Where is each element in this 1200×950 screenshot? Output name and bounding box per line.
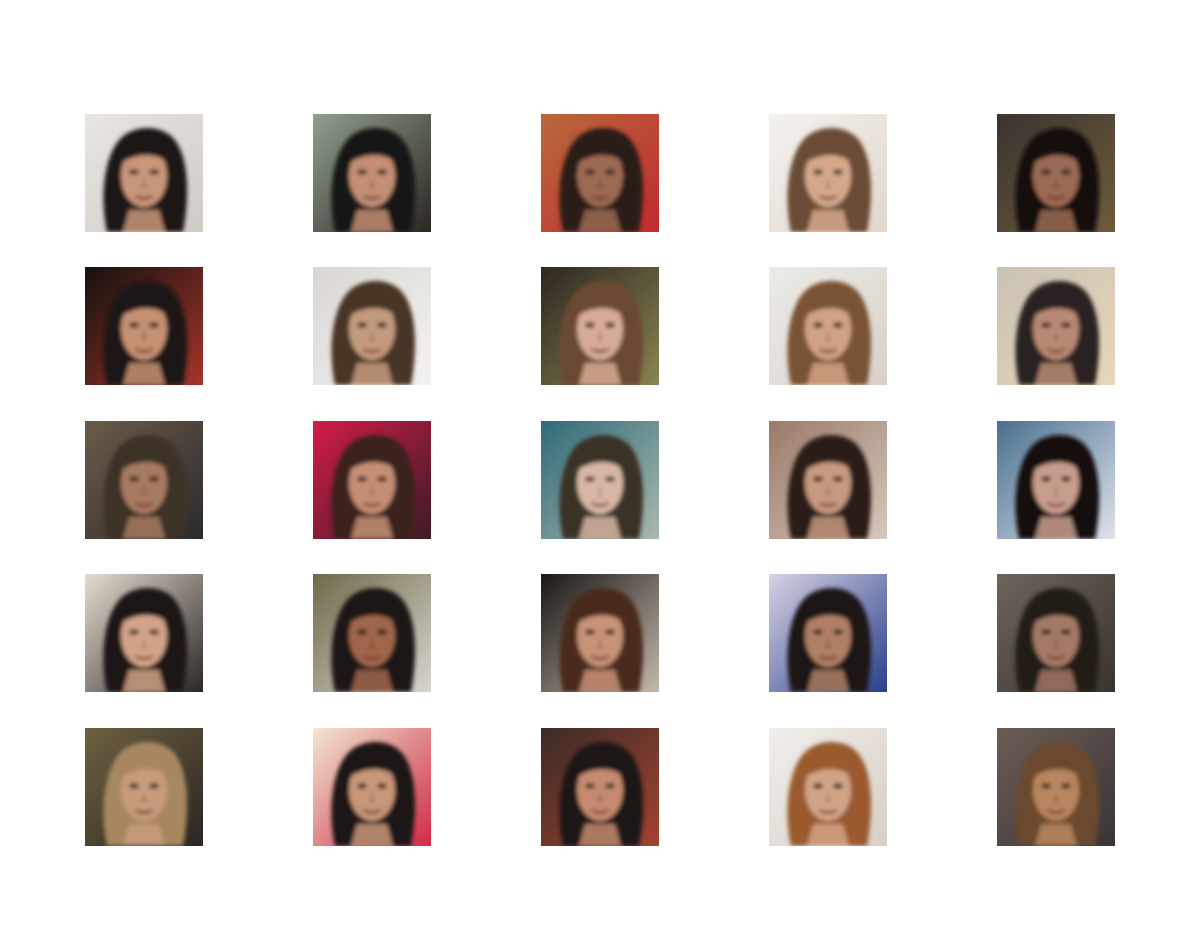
generated-face-image	[541, 728, 659, 846]
generated-face-image	[541, 114, 659, 232]
generated-face-image	[313, 728, 431, 846]
generated-face-image	[85, 421, 203, 539]
generated-face-image	[541, 421, 659, 539]
face-portrait	[541, 267, 659, 385]
generated-face-image	[769, 114, 887, 232]
generated-face-image	[313, 421, 431, 539]
generated-face-image	[85, 114, 203, 232]
face-portrait	[769, 421, 887, 539]
generated-face-image	[997, 114, 1115, 232]
face-portrait	[997, 421, 1115, 539]
face-portrait	[997, 114, 1115, 232]
generated-face-image	[313, 114, 431, 232]
generated-face-image	[85, 267, 203, 385]
generated-face-image	[997, 421, 1115, 539]
generated-face-image	[313, 574, 431, 692]
face-portrait	[313, 267, 431, 385]
face-portrait	[85, 574, 203, 692]
generated-face-image	[769, 267, 887, 385]
face-portrait	[313, 728, 431, 846]
face-portrait	[769, 574, 887, 692]
face-portrait	[85, 267, 203, 385]
face-portrait	[541, 421, 659, 539]
generated-face-image	[541, 574, 659, 692]
face-portrait	[997, 574, 1115, 692]
face-portrait	[769, 114, 887, 232]
generated-face-image	[313, 267, 431, 385]
generated-face-image	[769, 574, 887, 692]
face-portrait	[313, 574, 431, 692]
generated-face-image	[769, 728, 887, 846]
face-portrait	[313, 421, 431, 539]
generated-face-image	[541, 267, 659, 385]
face-portrait	[85, 728, 203, 846]
face-portrait	[85, 114, 203, 232]
face-portrait	[997, 267, 1115, 385]
face-portrait	[541, 574, 659, 692]
generated-face-image	[85, 728, 203, 846]
face-portrait	[541, 728, 659, 846]
face-portrait	[769, 267, 887, 385]
face-portrait	[541, 114, 659, 232]
face-portrait	[769, 728, 887, 846]
face-portrait	[997, 728, 1115, 846]
generated-face-image	[997, 728, 1115, 846]
generated-face-image	[85, 574, 203, 692]
face-portrait	[313, 114, 431, 232]
generated-face-image	[997, 267, 1115, 385]
generated-face-image	[769, 421, 887, 539]
face-portrait	[85, 421, 203, 539]
generated-face-image	[997, 574, 1115, 692]
